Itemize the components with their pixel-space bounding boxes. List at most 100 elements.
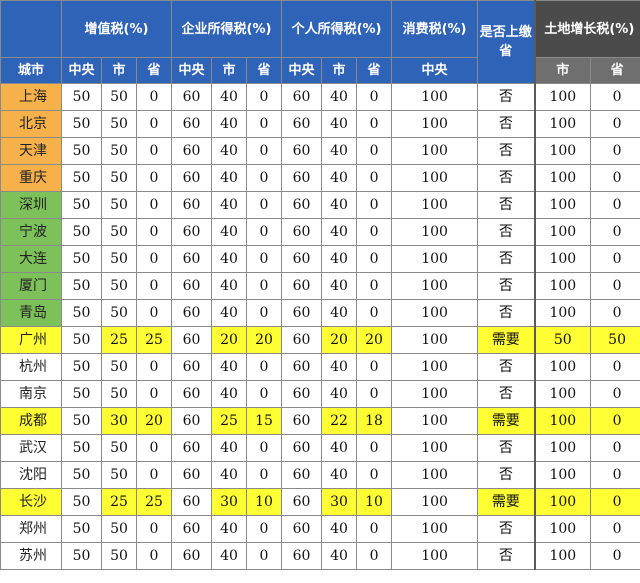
corp-city-cell: 25 bbox=[211, 407, 247, 435]
corp-central-cell: 60 bbox=[171, 353, 212, 381]
header-central: 中央 bbox=[171, 57, 212, 84]
corp-central-cell: 60 bbox=[171, 299, 212, 327]
header-city: 城市 bbox=[0, 57, 62, 84]
land-city-cell: 100 bbox=[534, 488, 592, 516]
table-row: 青岛 50 50 0 60 40 0 60 40 0 100 否 100 0 bbox=[0, 299, 640, 327]
personal-central-cell: 60 bbox=[281, 245, 323, 273]
land-province-cell: 0 bbox=[590, 164, 640, 192]
land-city-cell: 100 bbox=[534, 299, 592, 327]
corp-city-cell: 40 bbox=[211, 515, 247, 543]
corp-central-cell: 60 bbox=[171, 380, 212, 408]
city-cell: 杭州 bbox=[0, 353, 62, 381]
vat-city-cell: 25 bbox=[101, 326, 137, 354]
vat-central-cell: 50 bbox=[61, 380, 102, 408]
table-row: 厦门 50 50 0 60 40 0 60 40 0 100 否 100 0 bbox=[0, 272, 640, 300]
land-city-cell: 100 bbox=[534, 164, 592, 192]
header-province: 省 bbox=[356, 57, 393, 84]
header-city-level: 市 bbox=[101, 57, 137, 84]
vat-province-cell: 0 bbox=[136, 164, 172, 192]
corp-central-cell: 60 bbox=[171, 245, 212, 273]
personal-province-cell: 0 bbox=[356, 110, 393, 138]
header-personal-tax: 个人所得税(%) bbox=[281, 0, 393, 58]
corp-city-cell: 40 bbox=[211, 380, 247, 408]
vat-province-cell: 0 bbox=[136, 191, 172, 219]
vat-central-cell: 50 bbox=[61, 461, 102, 489]
city-cell: 上海 bbox=[0, 83, 62, 111]
province-submit-cell: 否 bbox=[477, 218, 536, 246]
corp-city-cell: 40 bbox=[211, 83, 247, 111]
personal-province-cell: 0 bbox=[356, 461, 393, 489]
vat-city-cell: 50 bbox=[101, 272, 137, 300]
vat-city-cell: 50 bbox=[101, 110, 137, 138]
vat-province-cell: 0 bbox=[136, 218, 172, 246]
personal-central-cell: 60 bbox=[281, 191, 323, 219]
table-row: 宁波 50 50 0 60 40 0 60 40 0 100 否 100 0 bbox=[0, 218, 640, 246]
corp-province-cell: 0 bbox=[245, 164, 283, 192]
vat-city-cell: 50 bbox=[101, 218, 137, 246]
corp-province-cell: 15 bbox=[245, 407, 283, 435]
personal-central-cell: 60 bbox=[281, 434, 323, 462]
personal-city-cell: 40 bbox=[321, 272, 358, 300]
land-city-cell: 100 bbox=[534, 407, 592, 435]
vat-city-cell: 50 bbox=[101, 191, 137, 219]
vat-central-cell: 50 bbox=[61, 218, 102, 246]
personal-city-cell: 22 bbox=[321, 407, 358, 435]
vat-province-cell: 0 bbox=[136, 353, 172, 381]
tax-table: 增值税(%) 企业所得税(%) 个人所得税(%) 消费税(%) 是否上缴省 土地… bbox=[0, 0, 640, 570]
header-blank bbox=[0, 0, 62, 58]
vat-central-cell: 50 bbox=[61, 515, 102, 543]
personal-city-cell: 30 bbox=[321, 488, 358, 516]
corp-province-cell: 0 bbox=[245, 461, 283, 489]
vat-city-cell: 50 bbox=[101, 83, 137, 111]
city-cell: 重庆 bbox=[0, 164, 62, 192]
corp-city-cell: 40 bbox=[211, 353, 247, 381]
consumption-central-cell: 100 bbox=[391, 434, 479, 462]
corp-city-cell: 40 bbox=[211, 461, 247, 489]
corp-province-cell: 0 bbox=[245, 137, 283, 165]
corp-city-cell: 40 bbox=[211, 137, 247, 165]
province-submit-cell: 否 bbox=[477, 434, 536, 462]
land-province-cell: 0 bbox=[590, 110, 640, 138]
personal-province-cell: 0 bbox=[356, 83, 393, 111]
province-submit-cell: 否 bbox=[477, 110, 536, 138]
vat-province-cell: 0 bbox=[136, 299, 172, 327]
province-submit-cell: 否 bbox=[477, 83, 536, 111]
corp-central-cell: 60 bbox=[171, 461, 212, 489]
vat-province-cell: 0 bbox=[136, 434, 172, 462]
vat-city-cell: 50 bbox=[101, 353, 137, 381]
vat-province-cell: 0 bbox=[136, 272, 172, 300]
vat-central-cell: 50 bbox=[61, 407, 102, 435]
corp-province-cell: 0 bbox=[245, 191, 283, 219]
corp-province-cell: 0 bbox=[245, 353, 283, 381]
consumption-central-cell: 100 bbox=[391, 272, 479, 300]
province-submit-cell: 否 bbox=[477, 272, 536, 300]
corp-city-cell: 40 bbox=[211, 272, 247, 300]
vat-central-cell: 50 bbox=[61, 245, 102, 273]
table-row: 天津 50 50 0 60 40 0 60 40 0 100 否 100 0 bbox=[0, 137, 640, 165]
personal-province-cell: 18 bbox=[356, 407, 393, 435]
vat-province-cell: 0 bbox=[136, 542, 172, 570]
consumption-central-cell: 100 bbox=[391, 83, 479, 111]
personal-province-cell: 0 bbox=[356, 137, 393, 165]
personal-central-cell: 60 bbox=[281, 137, 323, 165]
corp-central-cell: 60 bbox=[171, 272, 212, 300]
land-city-cell: 100 bbox=[534, 461, 592, 489]
corp-central-cell: 60 bbox=[171, 326, 212, 354]
personal-city-cell: 40 bbox=[321, 380, 358, 408]
header-province: 省 bbox=[245, 57, 283, 84]
consumption-central-cell: 100 bbox=[391, 245, 479, 273]
corp-central-cell: 60 bbox=[171, 164, 212, 192]
table-row: 郑州 50 50 0 60 40 0 60 40 0 100 否 100 0 bbox=[0, 515, 640, 543]
corp-province-cell: 0 bbox=[245, 515, 283, 543]
consumption-central-cell: 100 bbox=[391, 488, 479, 516]
vat-province-cell: 0 bbox=[136, 461, 172, 489]
header-city-level: 市 bbox=[321, 57, 358, 84]
corp-central-cell: 60 bbox=[171, 110, 212, 138]
header-central: 中央 bbox=[61, 57, 102, 84]
city-cell: 大连 bbox=[0, 245, 62, 273]
land-province-cell: 0 bbox=[590, 191, 640, 219]
land-province-cell: 0 bbox=[590, 542, 640, 570]
personal-central-cell: 60 bbox=[281, 83, 323, 111]
city-cell: 长沙 bbox=[0, 488, 62, 516]
vat-central-cell: 50 bbox=[61, 299, 102, 327]
